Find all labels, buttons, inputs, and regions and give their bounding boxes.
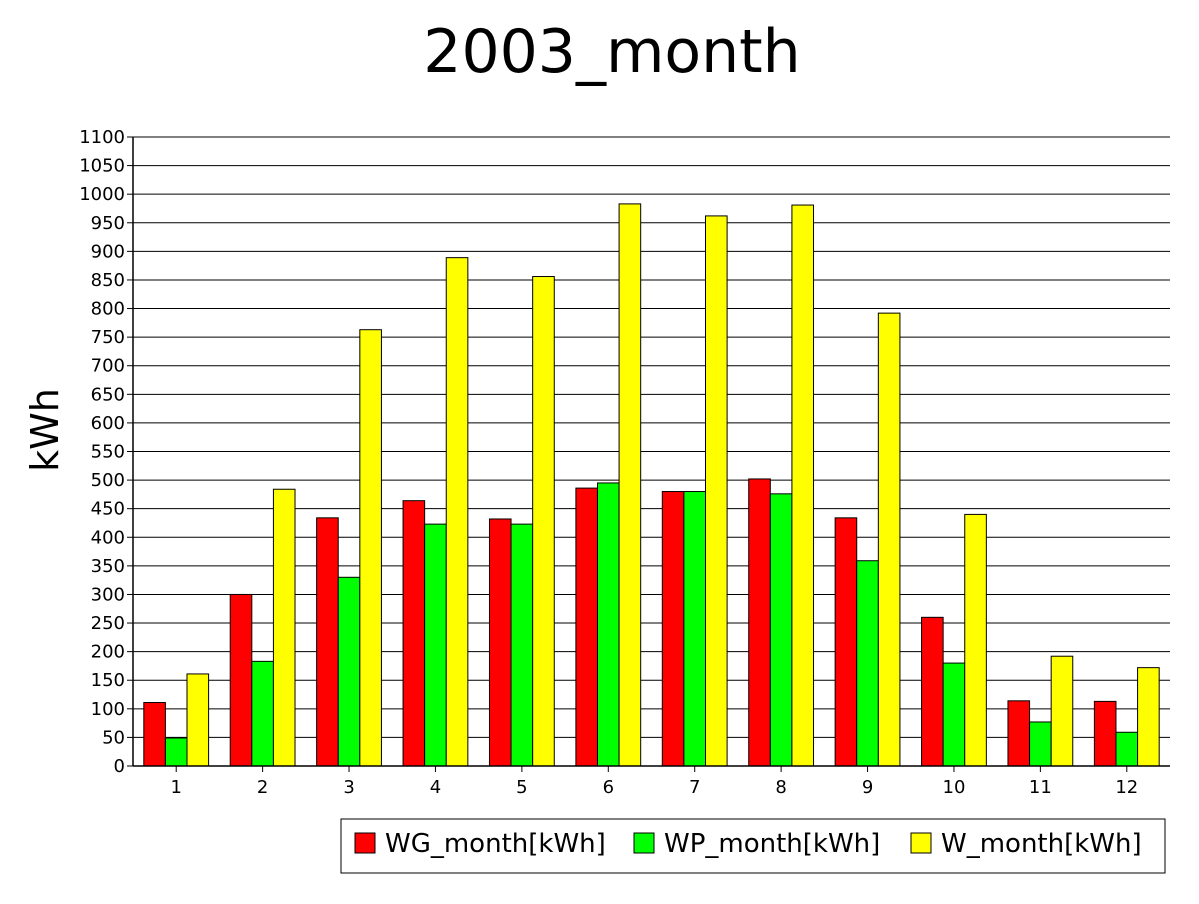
- bar-w_month-kwh--3: [359, 329, 382, 767]
- legend-swatch: [910, 832, 932, 854]
- y-tick-label: 800: [91, 299, 125, 320]
- x-tick-label: 7: [689, 777, 700, 798]
- bar-w_month-kwh--10: [964, 513, 987, 767]
- bar-wp_month-kwh--5: [510, 523, 534, 767]
- bar-wp_month-kwh--4: [424, 523, 447, 767]
- bar-wp_month-kwh--12: [1115, 731, 1139, 767]
- legend-label: W_month[kWh]: [941, 829, 1142, 859]
- y-tick-label: 250: [91, 613, 125, 634]
- legend-label: WG_month[kWh]: [385, 829, 606, 859]
- bar-w_month-kwh--5: [532, 276, 555, 767]
- legend-swatch: [354, 832, 376, 854]
- bar-wg_month-kwh--5: [488, 518, 512, 767]
- x-tick-label: 8: [775, 777, 786, 798]
- bar-wp_month-kwh--3: [337, 576, 361, 767]
- y-tick-label: 150: [91, 670, 125, 691]
- bar-wp_month-kwh--7: [683, 491, 707, 767]
- chart-title: 2003_month: [423, 17, 800, 87]
- bar-w_month-kwh--11: [1050, 655, 1074, 767]
- y-tick-label: 850: [91, 270, 125, 291]
- y-tick-label: 600: [91, 413, 125, 434]
- y-axis-label: kWh: [23, 388, 67, 472]
- y-tick-label: 1050: [79, 156, 125, 177]
- bar-wp_month-kwh--2: [251, 660, 274, 767]
- bar-wp_month-kwh--6: [596, 482, 620, 767]
- x-tick-label: 11: [1029, 777, 1052, 798]
- bar-w_month-kwh--7: [705, 215, 728, 767]
- x-tick-label: 10: [943, 777, 966, 798]
- y-tick-label: 650: [91, 384, 125, 405]
- bar-wp_month-kwh--1: [164, 737, 188, 767]
- bar-w_month-kwh--8: [791, 204, 815, 767]
- legend: WG_month[kWh] WP_month[kWh] W_month[kWh]: [340, 818, 1166, 874]
- bar-wg_month-kwh--1: [143, 702, 166, 767]
- y-tick-label: 1100: [79, 127, 125, 148]
- bar-wg_month-kwh--8: [748, 478, 771, 767]
- bar-wp_month-kwh--9: [856, 560, 879, 767]
- bar-wg_month-kwh--10: [921, 616, 944, 767]
- bar-wg_month-kwh--6: [575, 487, 598, 767]
- axes: 0 50 100 150 200 250 300 350 400 450 500 550 600 650 7…: [79, 127, 1170, 798]
- bars: [143, 203, 1160, 767]
- x-tick-label: 6: [603, 777, 614, 798]
- gridlines: [133, 136, 1170, 767]
- bar-w_month-kwh--6: [618, 203, 642, 767]
- bar-wg_month-kwh--9: [834, 517, 858, 767]
- legend-label: WP_month[kWh]: [664, 829, 880, 859]
- bar-wg_month-kwh--3: [316, 517, 339, 767]
- y-tick-label: 900: [91, 241, 125, 262]
- y-tick-label: 350: [91, 556, 125, 577]
- bar-wg_month-kwh--12: [1093, 700, 1117, 767]
- bar-w_month-kwh--1: [186, 673, 210, 767]
- y-tick-label: 200: [91, 642, 125, 663]
- bar-wp_month-kwh--10: [942, 662, 966, 767]
- y-tick-label: 500: [91, 470, 125, 491]
- y-tick-label: 1000: [79, 184, 125, 205]
- x-tick-label: 1: [170, 777, 181, 798]
- y-tick-label: 300: [91, 584, 125, 605]
- y-tick-label: 50: [102, 727, 125, 748]
- bar-w_month-kwh--9: [877, 312, 901, 767]
- x-tick-label: 2: [257, 777, 268, 798]
- bar-wg_month-kwh--11: [1007, 700, 1031, 767]
- bar-wp_month-kwh--11: [1029, 721, 1052, 767]
- bar-wg_month-kwh--7: [661, 491, 685, 767]
- x-tick-label: 3: [343, 777, 354, 798]
- y-tick-label: 450: [91, 499, 125, 520]
- legend-box: [340, 818, 1166, 874]
- bar-wg_month-kwh--2: [229, 593, 253, 767]
- bar-wg_month-kwh--4: [402, 500, 426, 767]
- x-tick-label: 4: [430, 777, 441, 798]
- bar-w_month-kwh--4: [445, 257, 469, 767]
- y-tick-label: 550: [91, 442, 125, 463]
- x-tick-label: 5: [516, 777, 527, 798]
- x-tick-label: 9: [862, 777, 873, 798]
- bar-wp_month-kwh--8: [769, 493, 793, 767]
- bar-w_month-kwh--2: [272, 488, 296, 767]
- y-tick-label: 750: [91, 327, 125, 348]
- x-tick-label: 12: [1115, 777, 1138, 798]
- bar-w_month-kwh--12: [1137, 667, 1160, 767]
- y-tick-label: 400: [91, 527, 125, 548]
- y-tick-label: 950: [91, 213, 125, 234]
- y-tick-label: 100: [91, 699, 125, 720]
- y-tick-label: 700: [91, 356, 125, 377]
- y-tick-label: 0: [114, 756, 125, 777]
- legend-swatch: [633, 832, 655, 854]
